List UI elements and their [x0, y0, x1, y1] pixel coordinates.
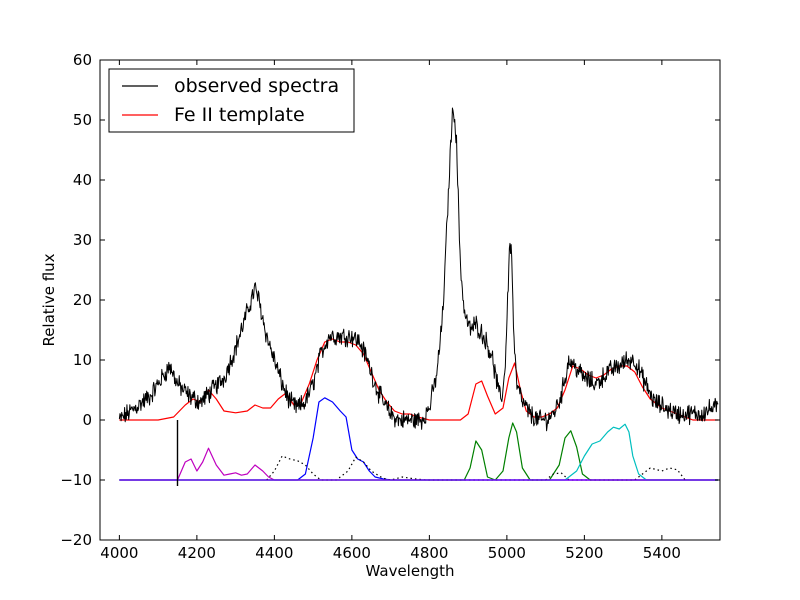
y-tick-label: 20	[73, 291, 92, 309]
x-tick-label: 5000	[488, 544, 526, 562]
series-line-6	[266, 455, 686, 481]
series-line-5	[119, 423, 719, 481]
x-tick-label: 4800	[410, 544, 448, 562]
series-line-4	[119, 422, 719, 481]
legend-box	[108, 68, 355, 133]
y-axis-title: Relative flux	[40, 253, 58, 346]
x-tick-label: 4200	[178, 544, 216, 562]
y-tick-label: 0	[82, 411, 92, 429]
y-tick-label: 10	[73, 351, 92, 369]
y-tick-label: 60	[73, 51, 92, 69]
y-tick-label: 30	[73, 231, 92, 249]
legend-label-template: Fe II template	[174, 104, 305, 126]
series-line-0	[118, 107, 719, 432]
x-tick-label: 5200	[565, 544, 603, 562]
x-axis: 4000 4200 4400 4600 4800 5000 5200 5400	[100, 60, 681, 562]
y-axis: −20 −10 0 10 20 30 40 50 60	[60, 51, 720, 549]
x-tick-label: 4400	[255, 544, 293, 562]
legend-label-observed: observed spectra	[174, 75, 339, 97]
series-line-2	[119, 447, 719, 481]
series-layer	[118, 107, 719, 486]
x-axis-title: Wavelength	[366, 562, 455, 580]
x-tick-label: 5400	[643, 544, 681, 562]
x-tick-label: 4600	[333, 544, 371, 562]
x-tick-label: 4000	[100, 544, 138, 562]
y-tick-label: 50	[73, 111, 92, 129]
y-tick-label: −20	[60, 531, 92, 549]
y-tick-label: 40	[73, 171, 92, 189]
y-tick-label: −10	[60, 471, 92, 489]
series-line-3	[119, 397, 719, 481]
legend: observed spectra Fe II template	[108, 68, 355, 133]
